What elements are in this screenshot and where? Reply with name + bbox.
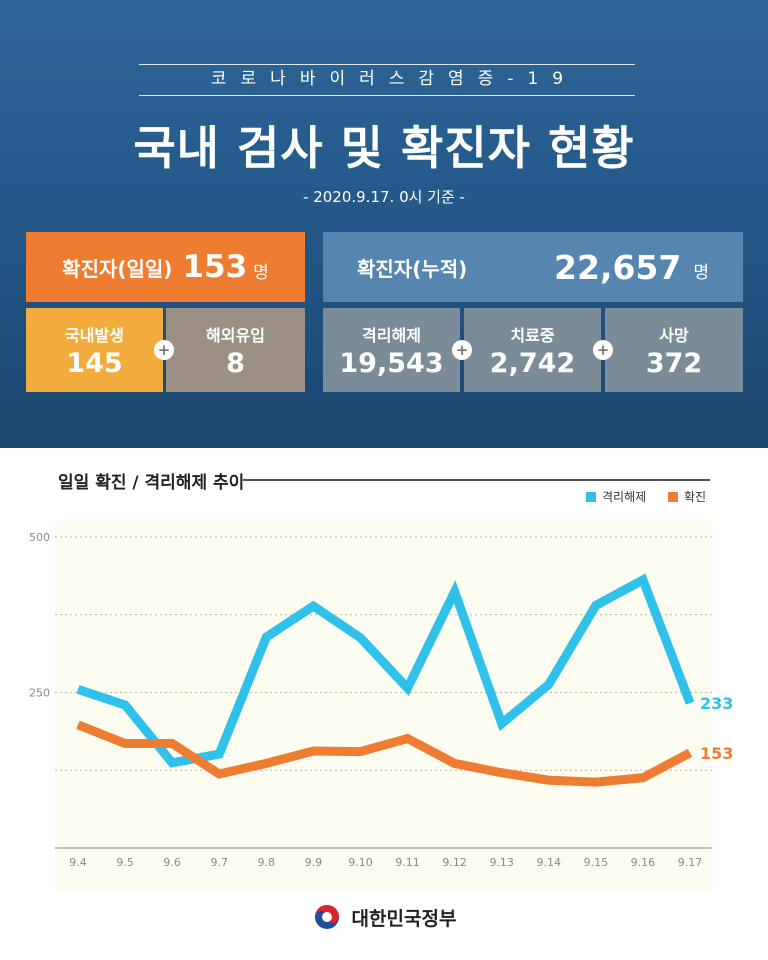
x-tick-label: 9.7 — [210, 856, 228, 869]
released-value: 19,543 — [339, 347, 444, 379]
x-tick-label: 9.6 — [163, 856, 181, 869]
cumulative-confirmed-value: 22,657 — [554, 247, 682, 287]
legend-confirmed: 확진 — [668, 488, 706, 505]
daily-confirmed-label: 확진자(일일) — [62, 256, 173, 281]
series-line-released — [76, 573, 695, 768]
x-tick-label: 9.14 — [537, 856, 562, 869]
plus-icon: + — [452, 340, 472, 360]
overseas-label: 해외유입 — [206, 325, 265, 345]
kicker-text: 코로나바이러스감염증-19 — [139, 64, 635, 96]
page-title: 국내 검사 및 확진자 현황 — [133, 121, 635, 175]
domestic-value: 145 — [66, 347, 123, 379]
daily-confirmed-unit: 명 — [253, 262, 269, 283]
x-tick-label: 9.10 — [348, 856, 373, 869]
overseas-box: 해외유입 8 — [166, 308, 305, 392]
deaths-value: 372 — [645, 347, 703, 379]
plus-icon: + — [593, 340, 613, 360]
legend-confirmed-label: 확진 — [684, 490, 707, 504]
legend-released-label: 격리해제 — [602, 490, 647, 504]
reference-date: - 2020.9.17. 0시 기준 - — [303, 188, 465, 206]
cumulative-confirmed-label: 확진자(누적) — [357, 256, 468, 281]
cumulative-confirmed-figure: 22,657 명 — [554, 248, 709, 287]
daily-confirmed-box: 확진자(일일) 153 명 — [26, 232, 305, 302]
y-tick-label: 250 — [29, 687, 50, 700]
domestic-label: 국내발생 — [65, 325, 124, 345]
x-tick-label: 9.5 — [116, 856, 134, 869]
treatment-value: 2,742 — [489, 347, 576, 379]
end-value-label: 233 — [700, 694, 733, 713]
treatment-box: 치료중 2,742 — [464, 308, 601, 392]
treatment-label: 치료중 — [510, 325, 555, 345]
x-tick-label: 9.12 — [442, 856, 467, 869]
y-tick-label: 500 — [29, 531, 50, 544]
x-tick-label: 9.13 — [489, 856, 514, 869]
legend-released: 격리해제 — [586, 488, 646, 505]
overseas-value: 8 — [226, 347, 245, 379]
deaths-box: 사망 372 — [605, 308, 743, 392]
released-label: 격리해제 — [362, 325, 421, 345]
plus-icon: + — [154, 340, 174, 360]
deaths-label: 사망 — [659, 325, 689, 345]
daily-confirmed-value: 153 — [182, 249, 248, 285]
x-tick-label: 9.8 — [258, 856, 276, 869]
x-tick-label: 9.17 — [678, 856, 703, 869]
plot-area — [55, 520, 712, 890]
x-tick-label: 9.16 — [631, 856, 656, 869]
x-tick-label: 9.15 — [584, 856, 609, 869]
x-tick-label: 9.11 — [395, 856, 420, 869]
government-name: 대한민국정부 — [351, 907, 457, 930]
x-tick-label: 9.4 — [69, 856, 87, 869]
series-line-confirmed — [76, 720, 693, 787]
legend-released-swatch — [586, 491, 596, 502]
released-box: 격리해제 19,543 — [323, 308, 460, 392]
domestic-box: 국내발생 145 — [26, 308, 163, 392]
chart-title: 일일 확진 / 격리해제 추이 — [58, 473, 245, 493]
taegeuk-emblem-icon — [314, 905, 339, 929]
x-tick-label: 9.9 — [305, 856, 323, 869]
cumulative-confirmed-box: 확진자(누적) 22,657 명 — [323, 232, 743, 302]
header-panel: 코로나바이러스감염증-19 국내 검사 및 확진자 현황 - 2020.9.17… — [0, 0, 768, 448]
cumulative-confirmed-unit: 명 — [693, 262, 709, 283]
title-divider — [243, 479, 710, 481]
legend-confirmed-swatch — [668, 491, 678, 502]
footer: 대한민국정부 — [0, 902, 768, 932]
end-value-label: 153 — [700, 744, 733, 763]
